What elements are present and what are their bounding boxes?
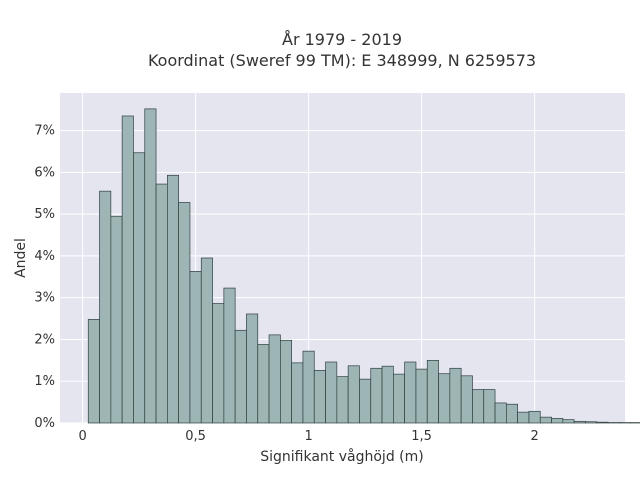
histogram-bar [494,402,507,424]
histogram-bar [551,418,564,424]
histogram-bar [415,368,428,424]
histogram-bar [313,370,326,424]
histogram-bar [257,344,270,424]
histogram-bar [449,367,462,424]
x-tick-label: 1,5 [411,429,432,444]
histogram-bar [200,257,213,424]
histogram-bar [404,361,417,424]
histogram-bar [291,362,304,424]
x-tick-label: 2 [530,429,538,444]
x-axis-label: Signifikant våghöjd (m) [260,448,423,465]
histogram-bar [573,420,586,424]
histogram-bar [370,367,383,424]
x-tick-label: 1 [304,429,312,444]
histogram-bar [426,359,439,424]
histogram-bar [246,313,259,424]
histogram-bar [302,350,315,424]
y-tick-label: 2% [34,332,55,347]
histogram-bar [460,375,473,424]
histogram-bar [155,183,168,424]
y-tick-label: 0% [34,416,55,431]
histogram-bar [133,152,146,424]
histogram-bar [528,410,541,424]
histogram-bar [483,389,496,424]
histogram-bar [144,108,157,424]
histogram-bar [359,378,372,424]
x-tick-label: 0 [78,429,86,444]
y-tick-label: 5% [34,207,55,222]
y-tick-label: 3% [34,291,55,306]
x-tick-label: 0,5 [185,429,206,444]
histogram-bar [110,215,123,424]
y-axis-label: Andel [13,238,29,278]
histogram-bar [189,271,202,424]
histogram-bar [268,334,281,424]
histogram-bar [99,190,112,424]
bars [87,108,640,424]
histogram-bar [506,403,519,424]
histogram-bar [585,421,598,424]
histogram-bar [336,376,349,424]
y-tick-label: 7% [34,124,55,139]
histogram-bar [87,319,100,424]
histogram-bar [393,373,406,424]
histogram-bar [517,411,530,424]
histogram-bar [234,329,247,424]
y-tick-label: 1% [34,374,55,389]
histogram-bar [562,419,575,424]
histogram-bar [167,174,180,424]
histogram-bar [212,303,225,424]
histogram-bar [472,389,485,424]
histogram-bar [280,339,293,424]
histogram-bar [381,365,394,424]
histogram-bar [121,115,134,424]
x-axis-ticks: 0 0,5 1 1,5 2 [78,429,538,444]
y-tick-label: 6% [34,165,55,180]
chart-title-line-1: År 1979 - 2019 [282,30,402,49]
histogram-bar [223,287,236,424]
histogram-bar [178,202,191,424]
histogram-bar [325,361,338,424]
histogram-bar [347,365,360,424]
histogram-bar [596,421,609,424]
histogram-bar [539,416,552,424]
y-tick-label: 4% [34,249,55,264]
y-axis-ticks: 0% 1% 2% 3% 4% 5% 6% 7% [34,124,55,431]
chart-title-line-2: Koordinat (Sweref 99 TM): E 348999, N 62… [148,51,536,70]
histogram-bar [438,373,451,424]
